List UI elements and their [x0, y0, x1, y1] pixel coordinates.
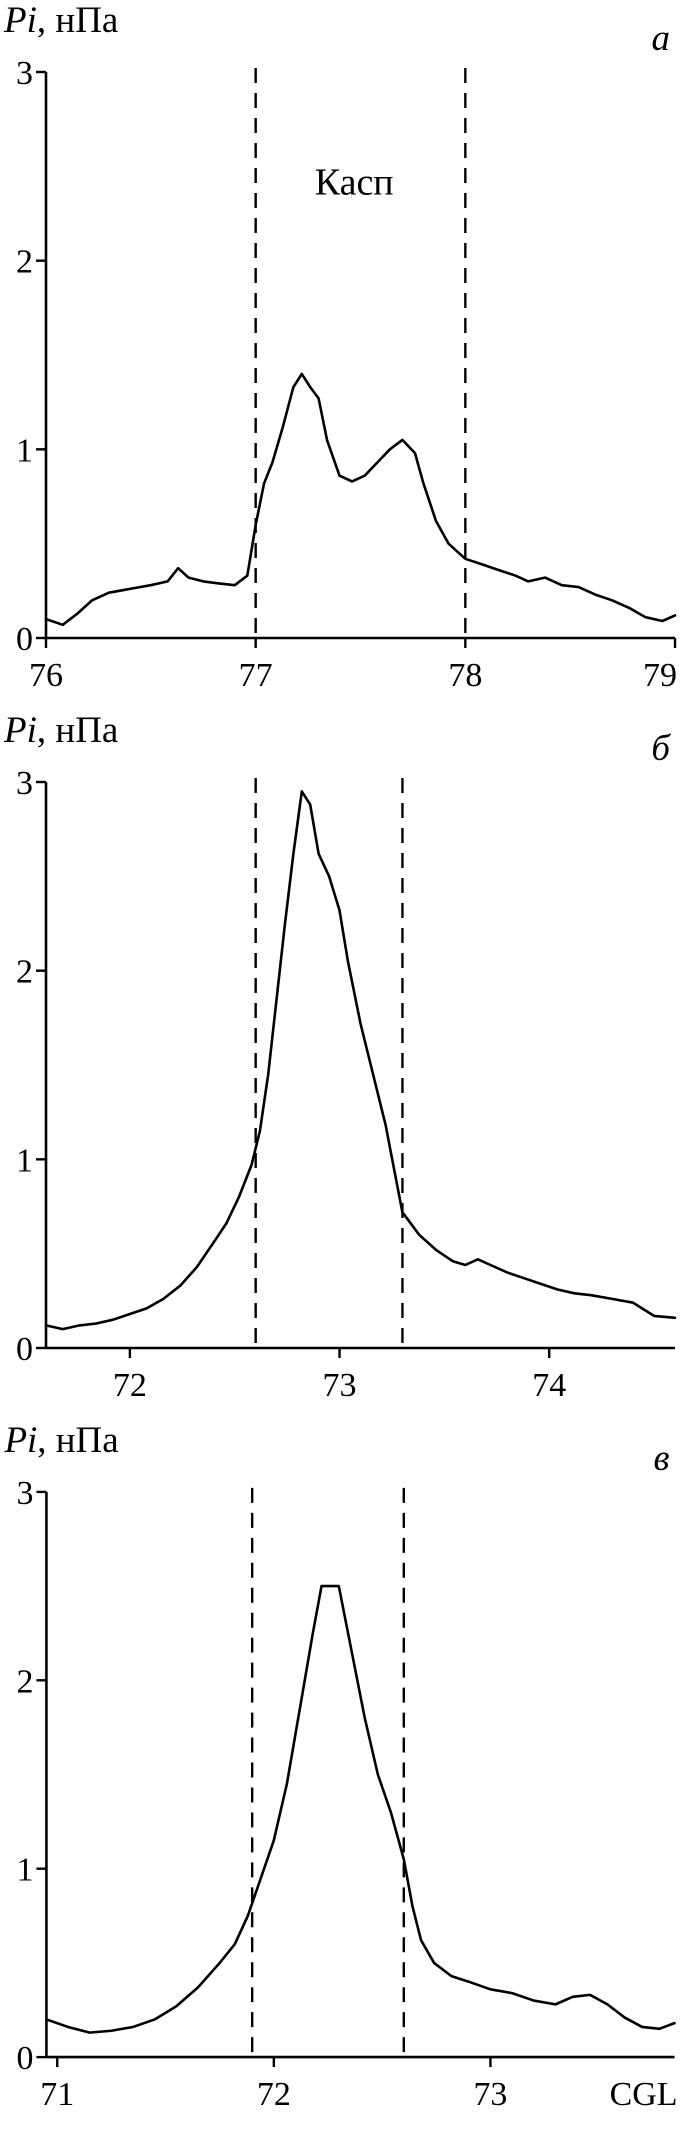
- y-axis-unit: , нПа: [37, 1420, 118, 1460]
- y-axis-unit: , нПа: [37, 0, 118, 41]
- x-tick-label: 74: [532, 1367, 566, 1404]
- y-tick-label: 3: [16, 765, 33, 802]
- y-axis-variable: Pi: [3, 710, 37, 751]
- y-tick-label: 1: [16, 1852, 33, 1889]
- annotation-label: Касп: [315, 162, 394, 204]
- y-tick-label: 1: [16, 432, 33, 469]
- panel-letter: б: [651, 728, 671, 769]
- y-tick-label: 0: [16, 621, 33, 658]
- data-curve: [44, 790, 677, 1331]
- x-tick-label: 72: [257, 2076, 291, 2113]
- x-tick-label: 79: [643, 657, 677, 694]
- x-tick-label: 72: [113, 1367, 147, 1404]
- y-axis-unit: , нПа: [37, 710, 118, 751]
- x-tick-label: 76: [29, 657, 63, 694]
- x-axis-unit-label: CGL: [610, 2076, 678, 2113]
- chart-panel-v: Pi, нПа в 0 1 2 3 71 72 73 CGL: [3, 1420, 678, 2113]
- chart-panel-a: Pi, нПа а 0 1 2 3 76 77 78 79 Касп: [3, 0, 677, 694]
- y-tick-label: 3: [16, 1475, 33, 1512]
- y-tick-label: 1: [16, 1142, 33, 1179]
- y-tick-label: 2: [16, 1663, 33, 1700]
- y-tick-label: 2: [16, 954, 33, 991]
- y-axis-variable: Pi: [3, 1420, 37, 1460]
- y-tick-label: 3: [16, 55, 33, 92]
- x-tick-label: 77: [239, 657, 273, 694]
- x-tick-label: 73: [473, 2076, 507, 2113]
- x-tick-label: 71: [40, 2076, 74, 2113]
- chart-panel-b: Pi, нПа б 0 1 2 3 72 73 74: [3, 710, 677, 1404]
- panel-letter: в: [653, 1437, 669, 1478]
- y-tick-label: 0: [16, 2040, 33, 2077]
- x-tick-label: 78: [448, 657, 482, 694]
- data-curve: [45, 1584, 676, 2034]
- x-tick-label: 73: [323, 1367, 357, 1404]
- y-axis-title: Pi, нПа: [3, 1420, 118, 1460]
- y-axis-title: Pi, нПа: [3, 0, 118, 41]
- y-axis-variable: Pi: [3, 0, 37, 41]
- panel-letter: а: [652, 18, 671, 59]
- data-curve: [44, 372, 677, 627]
- y-tick-label: 0: [16, 1331, 33, 1368]
- y-axis-title: Pi, нПа: [3, 710, 118, 751]
- y-tick-label: 2: [16, 244, 33, 281]
